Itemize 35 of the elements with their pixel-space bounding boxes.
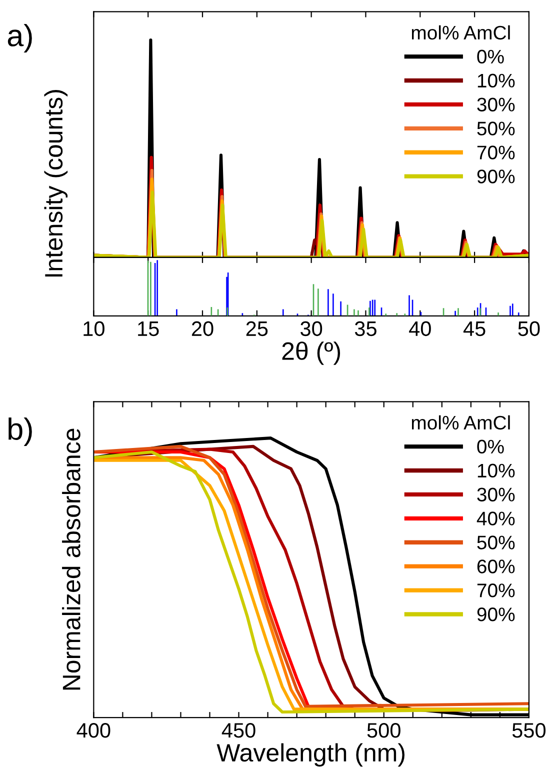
legend-label: 50% (477, 536, 515, 550)
x-tick-label: 450 (222, 723, 256, 738)
x-tick-label: 15 (138, 322, 159, 336)
x-tick-label: 550 (512, 723, 546, 738)
x-tick-label: 20 (192, 321, 214, 336)
legend-label: 10% (478, 74, 515, 88)
x-tick-label: 30 (300, 321, 322, 336)
legend-label: 90% (477, 608, 515, 622)
text: b) (8, 417, 32, 446)
legend-label: 0% (477, 50, 504, 64)
x-axis-title: Wavelength (nm) (216, 743, 404, 767)
legend-label: 70% (477, 584, 515, 598)
legend-label: 60% (477, 560, 515, 574)
x-tick-label: 50 (518, 321, 540, 336)
x-tick-label: 25 (246, 321, 268, 336)
legend-title: mol% AmCl (412, 415, 510, 430)
x-tick-label: 400 (76, 723, 110, 738)
legend-label: 90% (477, 170, 515, 184)
x-tick-label: 40 (409, 321, 431, 336)
legend-label: 0% (477, 440, 504, 454)
legend-label: 50% (477, 122, 515, 136)
y-axis-title: Intensity (counts) (44, 90, 68, 277)
legend-label: 40% (476, 512, 515, 526)
x-axis-title: 2θ (º) (282, 342, 340, 365)
legend-title: mol% AmCl (412, 25, 510, 40)
legend-label: 10% (478, 464, 515, 478)
y-axis-title: Normalized absorbance (62, 428, 80, 690)
legend-label: 30% (477, 98, 515, 112)
x-tick-label: 10 (84, 321, 104, 336)
legend-label: 30% (477, 488, 515, 502)
x-tick-label: 45 (463, 322, 486, 336)
x-tick-label: 500 (367, 723, 400, 738)
text: a) (8, 24, 32, 52)
legend-label: 70% (477, 146, 515, 160)
x-tick-label: 35 (354, 321, 376, 336)
